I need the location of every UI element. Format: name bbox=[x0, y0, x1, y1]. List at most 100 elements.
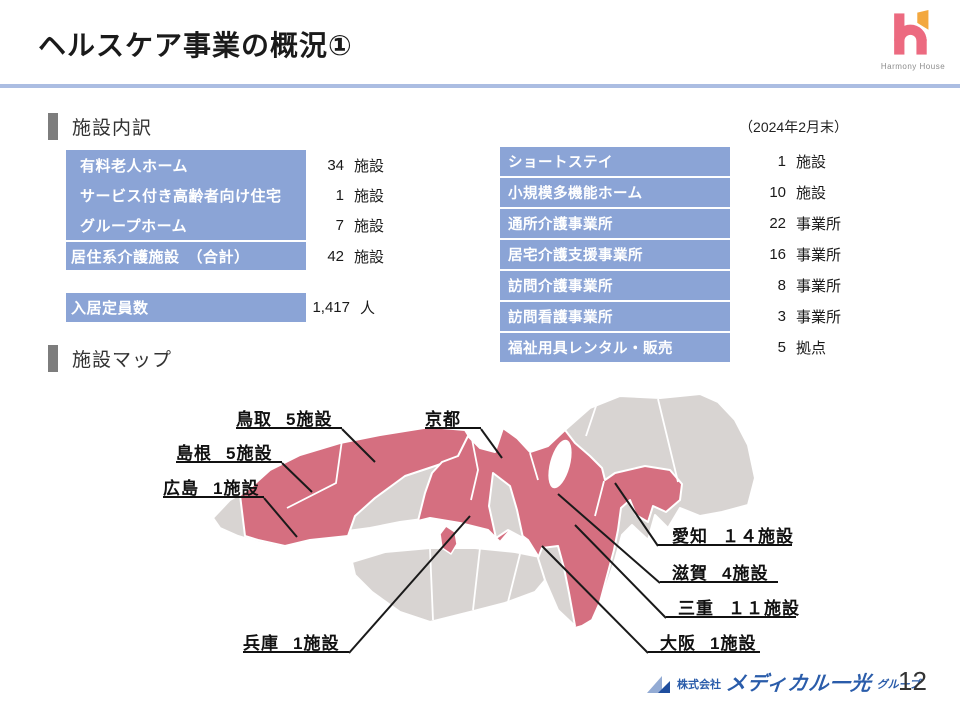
lake-biwa bbox=[548, 439, 572, 489]
table-row: 小規模多機能ホーム 10 施設 bbox=[500, 178, 860, 207]
japan-map bbox=[212, 393, 756, 654]
map-label-osaka: 大阪 1施設 bbox=[648, 629, 760, 653]
facility-count: 5施設 bbox=[286, 410, 333, 429]
prefecture-name: 三重 bbox=[678, 599, 714, 618]
value-unit: 事業所 bbox=[796, 309, 842, 326]
callout-line-hyogo bbox=[348, 515, 471, 654]
row-label: グループホーム bbox=[66, 210, 306, 240]
section-header-map: 施設マップ bbox=[48, 345, 172, 372]
map-region-south-gray bbox=[537, 545, 576, 627]
callout-line-tottori bbox=[341, 428, 376, 463]
table-row-capacity: 入居定員数 1,417 人 bbox=[66, 293, 446, 322]
callout-line-osaka bbox=[541, 545, 649, 654]
row-label: 有料老人ホーム bbox=[66, 150, 306, 180]
row-label: ショートステイ bbox=[500, 147, 730, 176]
prefecture-name: 滋賀 bbox=[672, 564, 708, 583]
row-label: 入居定員数 bbox=[66, 293, 306, 322]
value-number: 16 bbox=[769, 246, 786, 263]
callout-line-shiga bbox=[557, 493, 661, 584]
table-row: 福祉用具レンタル・販売 5 拠点 bbox=[500, 333, 860, 362]
prefecture-name: 京都 bbox=[425, 410, 461, 429]
border-line bbox=[529, 452, 539, 481]
date-note: （2024年2月末） bbox=[739, 119, 848, 135]
value-unit: 施設 bbox=[354, 248, 385, 266]
company-name: メディカル一光 bbox=[724, 673, 873, 695]
facility-count: 1施設 bbox=[213, 479, 260, 498]
row-label: 居宅介護支援事業所 bbox=[500, 240, 730, 269]
border-line bbox=[472, 547, 481, 611]
value-unit: 事業所 bbox=[796, 247, 842, 264]
row-label: 福祉用具レンタル・販売 bbox=[500, 333, 730, 362]
map-label-hyogo: 兵庫 1施設 bbox=[243, 629, 349, 653]
callout-line-mie bbox=[574, 524, 667, 619]
border-line bbox=[507, 553, 521, 603]
table-row: サービス付き高齢者向け住宅 1 施設 bbox=[66, 180, 426, 210]
row-value: 3 事業所 bbox=[730, 302, 841, 331]
table-row: グループホーム 7 施設 bbox=[66, 210, 426, 240]
row-label: サービス付き高齢者向け住宅 bbox=[66, 180, 306, 210]
map-label-hiroshima: 広島 1施設 bbox=[163, 474, 264, 498]
row-value: 5 拠点 bbox=[730, 333, 826, 362]
row-label: 居住系介護施設 （合計） bbox=[66, 242, 306, 270]
map-region-center-gray bbox=[488, 472, 524, 539]
row-value: 22 事業所 bbox=[730, 209, 841, 238]
table-row: 居宅介護支援事業所 16 事業所 bbox=[500, 240, 860, 269]
value-number: 10 bbox=[769, 184, 786, 201]
company-prefix: 株式会社 bbox=[677, 679, 721, 691]
map-label-mie: 三重 １１施設 bbox=[666, 594, 799, 618]
callout-line-aichi bbox=[614, 482, 659, 547]
border-line bbox=[657, 398, 679, 483]
callout-line-hiroshima bbox=[263, 497, 298, 538]
prefecture-name: 鳥取 bbox=[236, 410, 272, 429]
table-row-total: 居住系介護施設 （合計） 42 施設 bbox=[66, 242, 426, 270]
map-label-kyoto: 京都 bbox=[425, 405, 481, 429]
map-label-aichi: 愛知 １４施設 bbox=[658, 522, 794, 546]
border-line bbox=[470, 433, 479, 501]
facility-count: 5施設 bbox=[226, 444, 273, 463]
section-header-breakdown: 施設内訳 bbox=[48, 113, 152, 140]
value-unit: 施設 bbox=[354, 157, 385, 175]
row-label: 通所介護事業所 bbox=[500, 209, 730, 238]
row-value: 16 事業所 bbox=[730, 240, 841, 269]
residential-table: 有料老人ホーム 34 施設 サービス付き高齢者向け住宅 1 施設 グループホーム… bbox=[66, 150, 426, 270]
page-title: ヘルスケア事業の概況① bbox=[38, 30, 353, 61]
value-number: 8 bbox=[777, 277, 786, 294]
row-value: 7 施設 bbox=[306, 210, 384, 240]
facility-count: １４施設 bbox=[722, 527, 794, 546]
value-number: 1 bbox=[777, 153, 786, 170]
value-unit: 人 bbox=[360, 300, 376, 317]
table-row: 訪問看護事業所 3 事業所 bbox=[500, 302, 860, 331]
facility-count: 4施設 bbox=[722, 564, 769, 583]
value-unit: 施設 bbox=[796, 154, 827, 171]
prefecture-name: 大阪 bbox=[660, 634, 696, 653]
row-label: 訪問看護事業所 bbox=[500, 302, 730, 331]
capacity-table: 入居定員数 1,417 人 bbox=[66, 293, 446, 322]
map-region-shikoku bbox=[351, 547, 553, 623]
section-label-breakdown: 施設内訳 bbox=[72, 118, 153, 139]
border-line bbox=[286, 439, 343, 509]
row-label: 訪問介護事業所 bbox=[500, 271, 730, 300]
facility-map bbox=[190, 388, 770, 668]
value-unit: 施設 bbox=[354, 187, 385, 205]
value-number: 22 bbox=[769, 215, 786, 232]
value-number: 7 bbox=[335, 216, 344, 234]
value-unit: 施設 bbox=[354, 217, 385, 235]
border-line bbox=[594, 480, 605, 517]
prefecture-name: 兵庫 bbox=[243, 634, 279, 653]
facility-count: 1施設 bbox=[710, 634, 757, 653]
service-table: ショートステイ 1 施設 小規模多機能ホーム 10 施設 通所介護事業所 22 … bbox=[500, 147, 860, 364]
page-number: 12 bbox=[898, 666, 927, 696]
value-number: 34 bbox=[327, 156, 344, 174]
row-value: 10 施設 bbox=[730, 178, 826, 207]
border-line bbox=[585, 399, 599, 437]
harmony-house-logo: Harmony House bbox=[874, 8, 952, 71]
row-value: 1 施設 bbox=[306, 180, 384, 210]
value-unit: 施設 bbox=[796, 185, 827, 202]
section-bar-icon bbox=[48, 345, 58, 372]
value-number: 5 bbox=[777, 339, 786, 356]
title-underline bbox=[0, 84, 960, 88]
value-unit: 事業所 bbox=[796, 278, 842, 295]
section-bar-icon bbox=[48, 113, 58, 140]
map-label-shiga: 滋賀 4施設 bbox=[660, 559, 778, 583]
